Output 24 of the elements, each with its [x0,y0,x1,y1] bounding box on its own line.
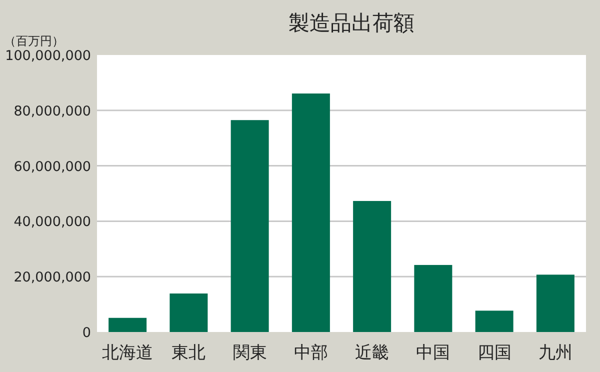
x-tick-label: 東北 [172,343,206,363]
bar [170,293,208,332]
x-tick-label: 中国 [416,343,450,363]
y-axis-title: （百万円） [4,34,64,48]
x-tick-label: 近畿 [355,343,390,363]
bar [536,274,574,332]
y-tick-label: 40,000,000 [14,214,91,230]
x-tick-label: 四国 [477,343,512,363]
y-tick-label: 100,000,000 [5,48,91,64]
y-tick-label: 0 [82,325,91,341]
bar [353,200,392,332]
x-tick-label: 関東 [232,343,267,363]
bar [292,94,330,332]
y-tick-label: 20,000,000 [14,270,91,286]
bar [475,310,514,332]
bar [414,264,452,332]
y-tick-label: 60,000,000 [14,158,91,175]
bar [108,318,147,332]
y-tick-label: 80,000,000 [14,103,91,120]
bar [230,120,269,332]
chart-title: 製造品出荷額 [288,11,414,35]
x-tick-label: 北海道 [102,343,154,363]
x-tick-label: 中部 [294,343,328,363]
x-tick-label: 九州 [538,343,572,363]
